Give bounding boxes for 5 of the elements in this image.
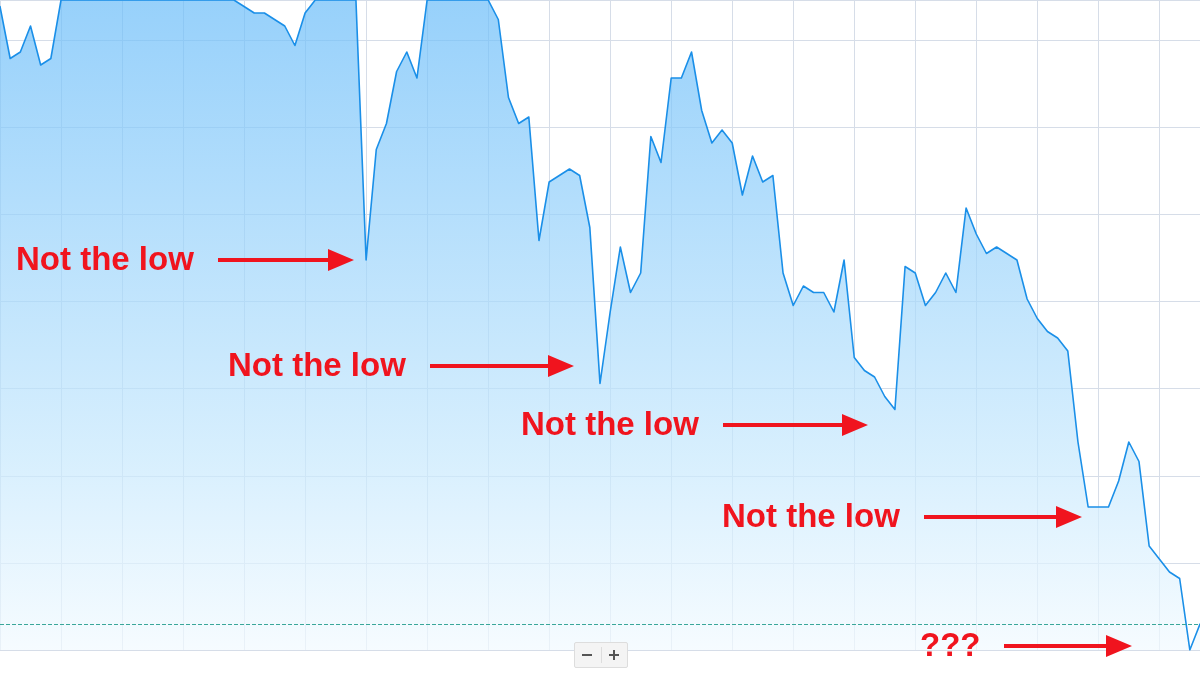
annotation: ??? (920, 625, 981, 665)
annotation: Not the low (521, 404, 699, 444)
annotation: Not the low (16, 239, 194, 279)
annotation: Not the low (228, 345, 406, 385)
annotation: Not the low (722, 496, 900, 536)
